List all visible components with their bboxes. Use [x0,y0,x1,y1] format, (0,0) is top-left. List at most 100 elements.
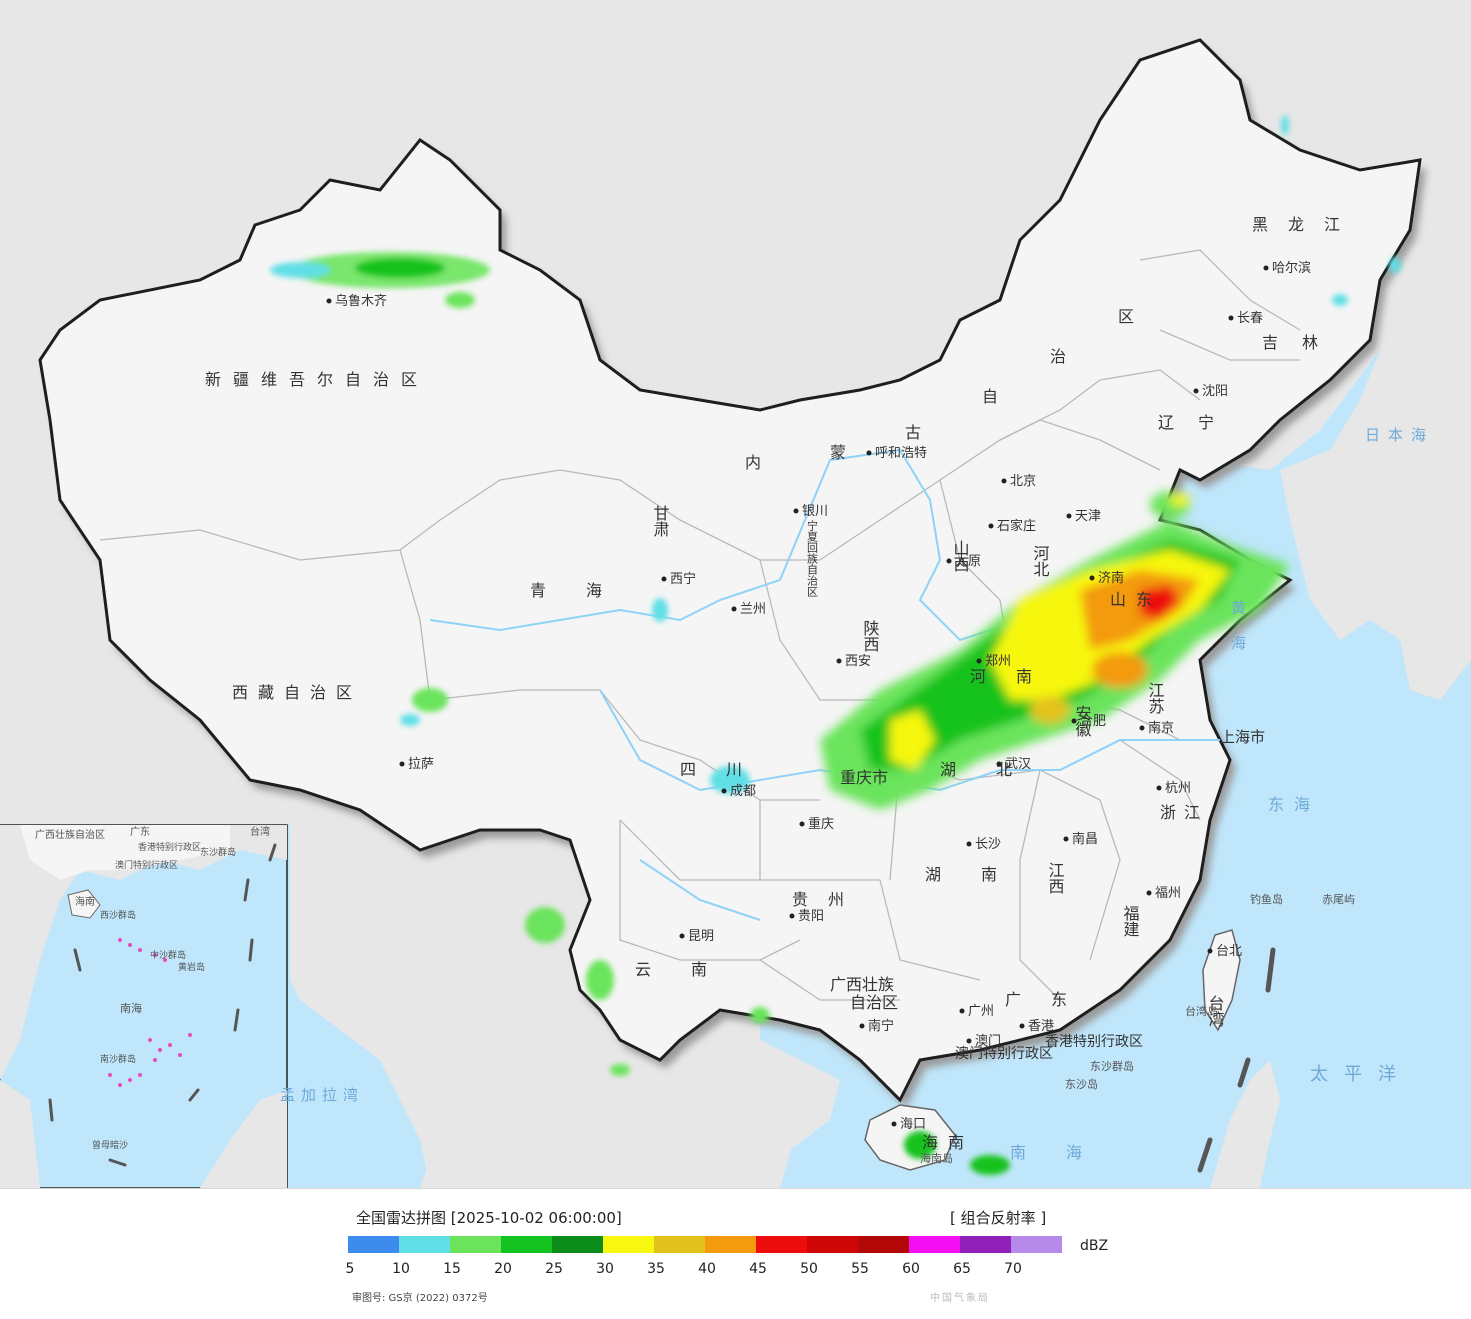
city-shijiazhuang-dot [988,523,994,529]
city-hefei-label: 合肥 [1080,714,1106,729]
city-beijing-label: 北京 [1010,474,1036,489]
island-chiwei-label: 赤尾屿 [1322,893,1355,906]
city-fuzhou-label: 福州 [1155,886,1181,901]
province-jiangxi-label: 江西 [1046,862,1065,894]
province-hubei-label: 湖北 [940,760,1052,779]
color-scale-segment-4 [552,1236,603,1253]
color-scale-tick-25: 25 [545,1261,563,1277]
city-zhengzhou-dot [976,658,982,664]
province-gansu-label: 甘肃 [651,505,670,537]
legend-panel: 全国雷达拼图 [2025-10-02 06:00:00] [ 组合反射率 ] d… [0,1188,1471,1319]
inset-guangxi-label: 广西壮族自治区 [35,828,105,841]
color-scale-tick-20: 20 [494,1261,512,1277]
city-haikou-dot [891,1121,897,1127]
province-guangdong-label: 广东 [1005,990,1097,1009]
city-urumqi-dot [326,298,332,304]
city-changsha-dot [966,841,972,847]
foreign-land-indochina [420,1040,840,1188]
city-changsha-label: 长沙 [975,837,1001,852]
city-hohhot-dot [866,450,872,456]
city-tianjin-dot [1066,513,1072,519]
city-haikou-label: 海口 [900,1117,926,1132]
map-title: 全国雷达拼图 [2025-10-02 06:00:00] [356,1209,622,1227]
review-number: 审图号: GS京 (2022) 0372号 [352,1293,488,1304]
province-guangxi-2-label: 自治区 [850,993,898,1012]
city-hangzhou-label: 杭州 [1165,781,1191,796]
city-lhasa-label: 拉萨 [408,757,434,772]
province-yunnan-label: 云南 [635,960,747,979]
province-qinghai-label: 青海 [530,581,642,600]
color-scale-segment-9 [807,1236,858,1253]
sea-dong-hai-label: 东海 [1268,795,1320,814]
city-macao-city-label: 澳门 [975,1033,1001,1049]
inset-huangyan-label: 黄岩岛 [178,961,205,973]
sea-tai-pingyang-label: 太平洋 [1310,1064,1412,1085]
province-neimenggu-2-label: 蒙 [830,443,846,462]
province-jilin-label: 吉林 [1262,333,1342,352]
city-taiyuan-label: 太原 [955,554,981,569]
island-taiwan-dao-label: 台湾岛 [1185,1004,1218,1018]
sea-riben-hai-label: 日本海 [1365,426,1434,444]
color-scale-segment-2 [450,1236,501,1253]
city-nanjing-dot [1139,725,1145,731]
city-nanning-dot [859,1023,865,1029]
city-changchun-label: 长春 [1237,311,1263,326]
province-chongqing-label: 重庆市 [840,768,888,787]
city-guiyang-dot [789,913,795,919]
color-scale-segment-7 [705,1236,756,1253]
province-shaanxi-label: 陕西 [861,620,880,652]
city-lanzhou-dot [731,606,737,612]
island-dongsha-dao-label: 东沙岛 [1065,1077,1098,1091]
radar-echoes [270,115,1401,1175]
province-sichuan-label: 四川 [680,760,772,779]
province-shanghai-label: 上海市 [1220,728,1265,746]
province-guizhou-label: 贵州 [792,890,864,909]
inset-nanhai-label: 南海 [120,1001,142,1015]
source-watermark: 中国气象局 [930,1293,990,1304]
city-nanchang-label: 南昌 [1072,831,1098,847]
city-chengdu-dot [721,788,727,794]
inset-zengmu-label: 曾母暗沙 [92,1139,128,1151]
color-scale-segment-10 [858,1236,909,1253]
city-harbin-dot [1263,265,1269,271]
province-anhui-label: 安徽 [1073,705,1092,737]
city-yinchuan-label: 银川 [802,504,828,519]
color-scale-tick-5: 5 [345,1261,355,1277]
city-macao-city-dot [966,1038,972,1044]
city-jinan-dot [1089,575,1095,581]
inset-guangdong-label: 广东 [130,825,150,838]
color-scale-segment-12 [960,1236,1011,1253]
color-scale-tick-30: 30 [596,1261,614,1277]
province-shanxi-label: 山西 [951,540,970,572]
color-scale-ticks: 5 10 15 20 25 30 35 40 45 50 55 60 65 70 [0,1261,1471,1281]
province-hunan-label: 湖南 [925,865,1037,884]
city-kunming-label: 昆明 [688,929,714,944]
province-neimenggu-4-label: 自 [982,387,998,406]
color-scale-segment-13 [1011,1236,1062,1253]
color-scale-tick-45: 45 [749,1261,767,1277]
city-hongkong-city-label: 香港 [1028,1019,1054,1034]
city-shenyang-dot [1193,388,1199,394]
city-xining-dot [661,576,667,582]
south-china-sea-inset [0,824,288,1188]
china-radar-map-svg: 新疆维吾尔自治区西藏自治区内蒙古自治区黑龙江吉林辽宁河北山西山东河南江苏安徽湖北… [0,0,1471,1188]
city-hefei-dot [1071,718,1077,724]
city-wuhan-label: 武汉 [1005,757,1031,772]
province-xinjiang-label: 新疆维吾尔自治区 [205,370,429,389]
city-taibei-dot [1207,948,1213,954]
foreign-land-korea-japan [1280,330,1471,700]
inset-taiwan-label: 台湾 [250,825,270,838]
city-shijiazhuang-label: 石家庄 [997,518,1036,534]
province-zhejiang-label: 浙江 [1160,803,1208,822]
province-henan-label: 河南 [970,667,1062,686]
city-hongkong-city-dot [1019,1023,1025,1029]
city-hohhot-label: 呼和浩特 [875,446,927,461]
color-scale-tick-40: 40 [698,1261,716,1277]
city-xining-label: 西宁 [670,571,696,587]
map-labels: 新疆维吾尔自治区西藏自治区内蒙古自治区黑龙江吉林辽宁河北山西山东河南江苏安徽湖北… [35,215,1434,1165]
color-scale-tick-55: 55 [851,1261,869,1277]
province-guangxi-1-label: 广西壮族 [830,975,894,994]
city-urumqi-label: 乌鲁木齐 [335,293,387,309]
city-hangzhou-dot [1156,785,1162,791]
province-macao-label: 澳门特别行政区 [955,1046,1053,1062]
